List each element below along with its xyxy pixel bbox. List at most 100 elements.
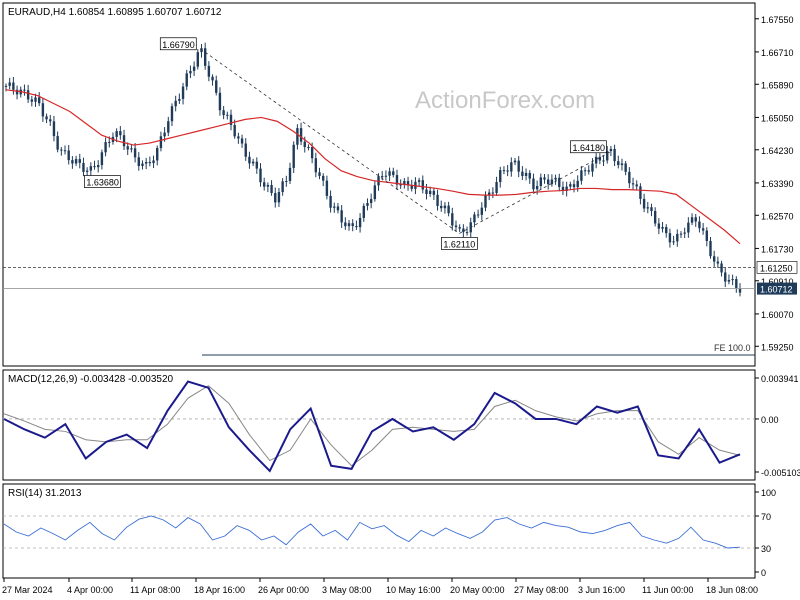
- current-price-label: 1.60712: [760, 285, 793, 295]
- candle-body: [233, 124, 236, 137]
- macd-ytick-label: -0.005103: [761, 468, 800, 478]
- candle-body: [49, 119, 52, 122]
- candle-body: [156, 148, 159, 161]
- candle-body: [200, 48, 203, 53]
- candle-body: [373, 185, 377, 200]
- candle-body: [687, 222, 690, 233]
- candle-body: [510, 162, 513, 172]
- candle-body: [661, 227, 664, 229]
- candle-body: [181, 86, 185, 99]
- price-ytick-label: 1.63390: [761, 179, 794, 189]
- candle-body: [196, 52, 199, 67]
- moving-average-line: [5, 89, 741, 245]
- candle-body: [672, 241, 675, 243]
- price-ytick-label: 1.66710: [761, 48, 794, 58]
- rsi-ytick-label: 100: [761, 488, 776, 498]
- candle-body: [594, 156, 598, 164]
- candle-body: [543, 177, 546, 180]
- x-tick-label: 18 Apr 16:00: [194, 585, 245, 595]
- macd-chart: 0.003941 0.00 -0.005103: [3, 374, 800, 478]
- candle-body: [480, 207, 484, 215]
- candle-body: [15, 89, 19, 95]
- candle-body: [495, 182, 498, 193]
- candle-body: [56, 136, 59, 150]
- candle-body: [517, 160, 520, 172]
- candle-body: [159, 136, 163, 149]
- candle-body: [642, 198, 646, 209]
- candle-body: [26, 90, 30, 100]
- candle-body: [314, 158, 318, 173]
- candle-body: [620, 163, 624, 166]
- candle-body: [384, 175, 388, 177]
- candle-body: [108, 141, 111, 143]
- candle-body: [624, 163, 627, 172]
- candle-body: [539, 177, 543, 186]
- x-tick-label: 27 Mar 2024: [2, 585, 53, 595]
- candle-body: [167, 121, 170, 133]
- candle-body: [487, 192, 491, 196]
- candle-body: [609, 148, 613, 152]
- candle-body: [454, 225, 458, 228]
- candle-body: [665, 227, 668, 234]
- candle-body: [440, 205, 443, 209]
- candle-body: [358, 217, 362, 228]
- candle-body: [277, 192, 281, 203]
- candle-body: [428, 190, 432, 194]
- candle-body: [694, 217, 697, 222]
- candle-body: [67, 150, 70, 161]
- candle-body: [218, 92, 222, 111]
- candle-body: [355, 226, 358, 228]
- candle-body: [170, 106, 174, 122]
- candle-body: [476, 214, 480, 216]
- candle-body: [137, 157, 140, 166]
- candle-body: [635, 184, 638, 187]
- candle-body: [720, 263, 723, 273]
- candle-body: [122, 135, 126, 147]
- x-tick-label: 18 Jun 08:00: [706, 585, 758, 595]
- trend-line-down: [200, 48, 460, 234]
- x-tick-label: 10 May 16:00: [386, 585, 441, 595]
- x-axis: 27 Mar 2024 4 Apr 00:00 11 Apr 08:00 18 Apr…: [2, 578, 758, 595]
- candle-body: [432, 190, 436, 195]
- candle-body: [104, 142, 107, 153]
- candle-body: [443, 205, 447, 209]
- candle-body: [192, 66, 196, 71]
- candle-body: [144, 161, 148, 164]
- candle-body: [211, 76, 214, 81]
- candle-body: [451, 213, 454, 226]
- candle-body: [248, 156, 251, 164]
- marker-box: [570, 140, 607, 154]
- support-label-box: [756, 261, 798, 274]
- candle-body: [583, 170, 587, 172]
- candle-body: [502, 170, 506, 172]
- candle-body: [362, 205, 365, 218]
- candle-body: [288, 167, 292, 181]
- candle-body: [281, 181, 284, 193]
- candle-body: [333, 206, 336, 208]
- candle-body: [587, 170, 590, 172]
- candle-body: [318, 172, 321, 176]
- candle-body: [78, 159, 81, 163]
- candle-body: [690, 217, 694, 223]
- candle-body: [395, 175, 399, 185]
- candle-body: [240, 138, 244, 144]
- candle-body: [292, 144, 295, 168]
- candle-body: [569, 184, 572, 187]
- candle-body: [705, 230, 709, 241]
- rsi-line: [3, 515, 741, 549]
- price-lines: 1.61250 1.60712 FE 100.0 1.66790 1.63680 1.62…: [3, 37, 798, 356]
- candle-body: [458, 227, 461, 229]
- rsi-title: RSI(14) 31.2013: [8, 488, 82, 499]
- marker-label: 1.64180: [572, 143, 605, 153]
- candle-body: [174, 100, 177, 107]
- candle-body: [727, 279, 731, 282]
- price-ytick-label: 1.60910: [761, 277, 794, 287]
- candle-body: [222, 110, 225, 116]
- candle-body: [347, 223, 351, 227]
- candle-body: [484, 195, 487, 208]
- x-tick-label: 3 May 08:00: [322, 585, 372, 595]
- candle-body: [74, 159, 78, 164]
- marker-box: [159, 37, 197, 51]
- candle-body: [598, 156, 602, 161]
- candle-body: [366, 203, 369, 206]
